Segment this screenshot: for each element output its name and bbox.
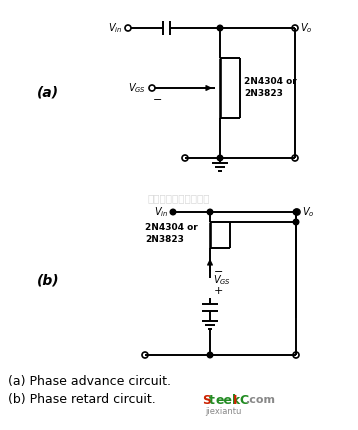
Text: $-$: $-$ [152, 93, 162, 103]
Circle shape [217, 155, 223, 161]
Text: 2N3823: 2N3823 [244, 89, 283, 98]
Circle shape [293, 219, 299, 225]
Text: I: I [233, 393, 237, 406]
Text: $V_{GS}$: $V_{GS}$ [128, 81, 146, 95]
Text: (b) Phase retard circuit.: (b) Phase retard circuit. [8, 393, 156, 406]
Text: $V_{GS}$: $V_{GS}$ [213, 273, 231, 287]
Text: $V_{in}$: $V_{in}$ [154, 205, 168, 219]
Text: 2N4304 or: 2N4304 or [145, 222, 198, 231]
Text: t: t [209, 393, 215, 406]
Circle shape [170, 209, 176, 215]
Text: 2N4304 or: 2N4304 or [244, 77, 297, 86]
Text: .com: .com [246, 395, 276, 405]
Text: (b): (b) [37, 273, 59, 287]
Text: eek: eek [215, 393, 240, 406]
Text: (a): (a) [37, 86, 59, 100]
Text: $V_{in}$: $V_{in}$ [108, 21, 122, 35]
Text: $-$: $-$ [213, 265, 223, 275]
Text: 2N3823: 2N3823 [145, 236, 184, 245]
Circle shape [207, 352, 213, 358]
Text: $V_o$: $V_o$ [300, 21, 313, 35]
Circle shape [293, 209, 299, 215]
Circle shape [217, 25, 223, 31]
Text: 杭州将客科技有限公司: 杭州将客科技有限公司 [148, 193, 210, 203]
Text: $+$: $+$ [213, 286, 223, 297]
Text: (a) Phase advance circuit.: (a) Phase advance circuit. [8, 375, 171, 388]
Text: C: C [239, 393, 248, 406]
Text: jiexiantu: jiexiantu [205, 408, 241, 417]
Circle shape [207, 209, 213, 215]
Text: $V_o$: $V_o$ [302, 205, 314, 219]
Text: S: S [202, 393, 211, 406]
